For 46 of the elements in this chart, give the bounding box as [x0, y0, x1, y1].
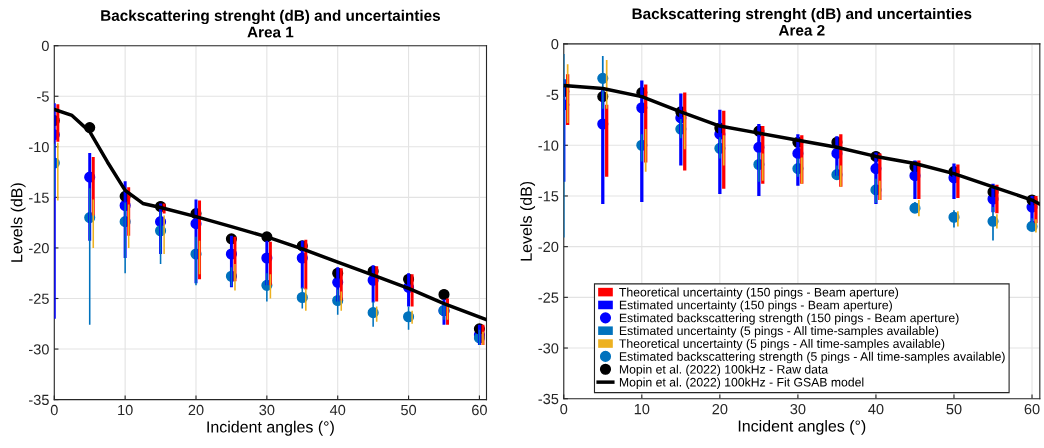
y-tick-label: -20: [538, 241, 559, 253]
x-tick-label: 60: [472, 404, 487, 416]
y-tick-label: -15: [538, 191, 559, 202]
x-tick-label: 30: [259, 404, 275, 416]
legend-label: Estimated backscattering strength (150 pings - Beam aperture): [619, 313, 959, 325]
x-tick-label: 0: [560, 403, 568, 415]
y-tick-label: -35: [29, 394, 49, 406]
legend-label: Mopin et al. (2022) 100kHz - Fit GSAB model: [619, 377, 864, 389]
x-tick-label: 0: [50, 404, 58, 416]
y-tick-label: -15: [29, 192, 49, 203]
legend-label: Estimated uncertainty (5 pings - All time-samples available): [619, 326, 939, 338]
x-tick-label: 60: [1024, 403, 1040, 415]
x-tick-label: 20: [712, 403, 728, 415]
x-tick-label: 10: [118, 404, 133, 416]
x-tick-label: 40: [329, 404, 346, 416]
x-tick-label: 10: [634, 403, 650, 415]
legend-label: Estimated uncertainty (150 pings - Beam aperture): [619, 300, 892, 312]
legend-label: Mopin et al. (2022) 100kHz - Raw data: [619, 364, 829, 377]
y-axis-title: Levels (dB): [10, 183, 26, 262]
y-tick-label: -25: [538, 292, 559, 303]
y-tick-label: -35: [538, 393, 559, 405]
y-tick-label: -5: [37, 91, 49, 102]
y-tick-label: -10: [538, 140, 559, 151]
y-tick-label: -10: [29, 141, 49, 153]
chart-subtitle: Area 2: [778, 24, 825, 36]
x-tick-label: 40: [868, 403, 884, 415]
legend-label: Estimated backscattering strength (5 pings - All time-samples available): [619, 351, 1005, 364]
legend-label: Theoretical uncertainty (150 pings - Beam aperture): [619, 287, 899, 299]
x-tick-label: 50: [946, 403, 962, 415]
y-tick-label: 0: [551, 39, 559, 50]
legend-label: Theoretical uncertainty (5 pings - All time-samples available): [619, 338, 945, 351]
y-tick-label: -25: [29, 293, 49, 304]
y-tick-label: -5: [546, 89, 559, 101]
chart-title: Backscattering strenght (dB) and uncertainties: [101, 9, 440, 25]
x-tick-label: 30: [790, 403, 806, 415]
chart-title: Backscattering strenght (dB) and uncertainties: [632, 7, 972, 23]
y-tick-label: -30: [538, 343, 559, 354]
y-tick-label: -30: [29, 344, 49, 355]
x-tick-label: 50: [401, 404, 417, 416]
x-axis-title: Incident angles (°): [738, 419, 866, 435]
y-tick-label: 0: [41, 40, 49, 52]
x-tick-label: 20: [188, 404, 204, 416]
y-tick-label: -20: [29, 243, 49, 254]
chart-subtitle: Area 1: [247, 26, 294, 38]
x-axis-title: Incident angles (°): [207, 420, 334, 436]
y-axis-title: Levels (dB): [520, 181, 536, 261]
